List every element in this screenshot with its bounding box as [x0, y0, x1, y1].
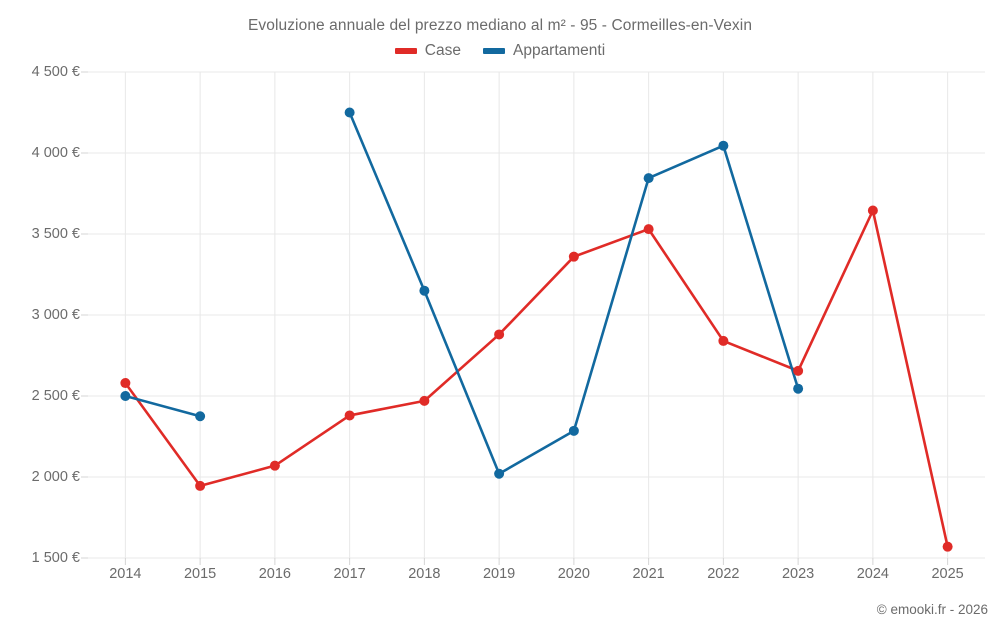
data-point[interactable]	[494, 329, 505, 340]
legend-item-case[interactable]: Case	[394, 42, 461, 59]
data-point[interactable]	[643, 173, 654, 184]
x-axis-tick-label: 2018	[408, 566, 441, 582]
x-axis-tick-label: 2016	[258, 566, 292, 582]
legend-item-appartamenti[interactable]: Appartamenti	[482, 42, 606, 59]
x-tick-marks	[124, 558, 949, 565]
data-point[interactable]	[344, 107, 355, 118]
data-point[interactable]	[344, 410, 355, 421]
x-axis-tick-label: 2023	[781, 566, 815, 582]
x-axis-tick-label: 2014	[109, 566, 142, 582]
legend-label-appartamenti: Appartamenti	[512, 42, 606, 59]
legend-swatch-appartamenti	[482, 47, 505, 54]
data-point[interactable]	[793, 365, 804, 376]
x-axis-tick-label: 2015	[183, 566, 217, 582]
data-point[interactable]	[419, 395, 430, 406]
x-grid-lines	[124, 72, 949, 558]
data-point[interactable]	[568, 251, 579, 262]
series-lines	[124, 111, 949, 548]
legend-label-case: Case	[424, 42, 461, 59]
data-point[interactable]	[120, 378, 131, 389]
footer-credit: © emooki.fr - 2026	[876, 602, 988, 617]
data-point[interactable]	[643, 224, 654, 235]
legend-swatch-case	[394, 47, 417, 54]
chart-title: Evoluzione annuale del prezzo mediano al…	[247, 17, 753, 34]
data-point[interactable]	[867, 205, 878, 216]
x-axis-tick-label: 2020	[557, 566, 591, 582]
x-axis-tick-label: 2021	[632, 566, 665, 582]
x-axis-tick-label: 2022	[707, 566, 740, 582]
data-point[interactable]	[568, 425, 579, 436]
data-point[interactable]	[120, 391, 131, 401]
y-axis-tick-label: 2 500 €	[31, 388, 80, 404]
y-axis-tick-label: 3 500 €	[31, 226, 80, 242]
y-axis-tick-label: 4 500 €	[31, 64, 80, 80]
x-axis-tick-label: 2025	[931, 566, 964, 582]
data-point[interactable]	[195, 480, 206, 491]
data-point[interactable]	[419, 285, 430, 296]
y-axis-tick-label: 4 000 €	[31, 145, 80, 161]
data-point[interactable]	[269, 460, 280, 471]
x-axis-tick-label: 2019	[482, 566, 516, 582]
grid-lines	[88, 71, 985, 559]
y-axis-tick-label: 2 000 €	[31, 469, 80, 485]
y-tick-marks	[81, 71, 88, 559]
data-point[interactable]	[718, 140, 729, 151]
y-axis-tick-label: 1 500 €	[31, 550, 80, 566]
data-point[interactable]	[942, 541, 953, 552]
data-point[interactable]	[718, 335, 729, 346]
y-axis-tick-label: 3 000 €	[31, 307, 80, 323]
chart-legend: Case Appartamenti	[0, 43, 1000, 59]
x-axis-tick-label: 2024	[856, 566, 890, 582]
y-axis-labels: 1 500 € 2 000 € 2 500 € 3 000 € 3 500 € 4 000…	[0, 0, 80, 625]
data-point[interactable]	[793, 383, 804, 394]
data-point[interactable]	[195, 411, 206, 422]
data-point[interactable]	[494, 468, 505, 479]
x-axis-tick-label: 2017	[333, 566, 366, 582]
series-markers	[120, 107, 953, 552]
